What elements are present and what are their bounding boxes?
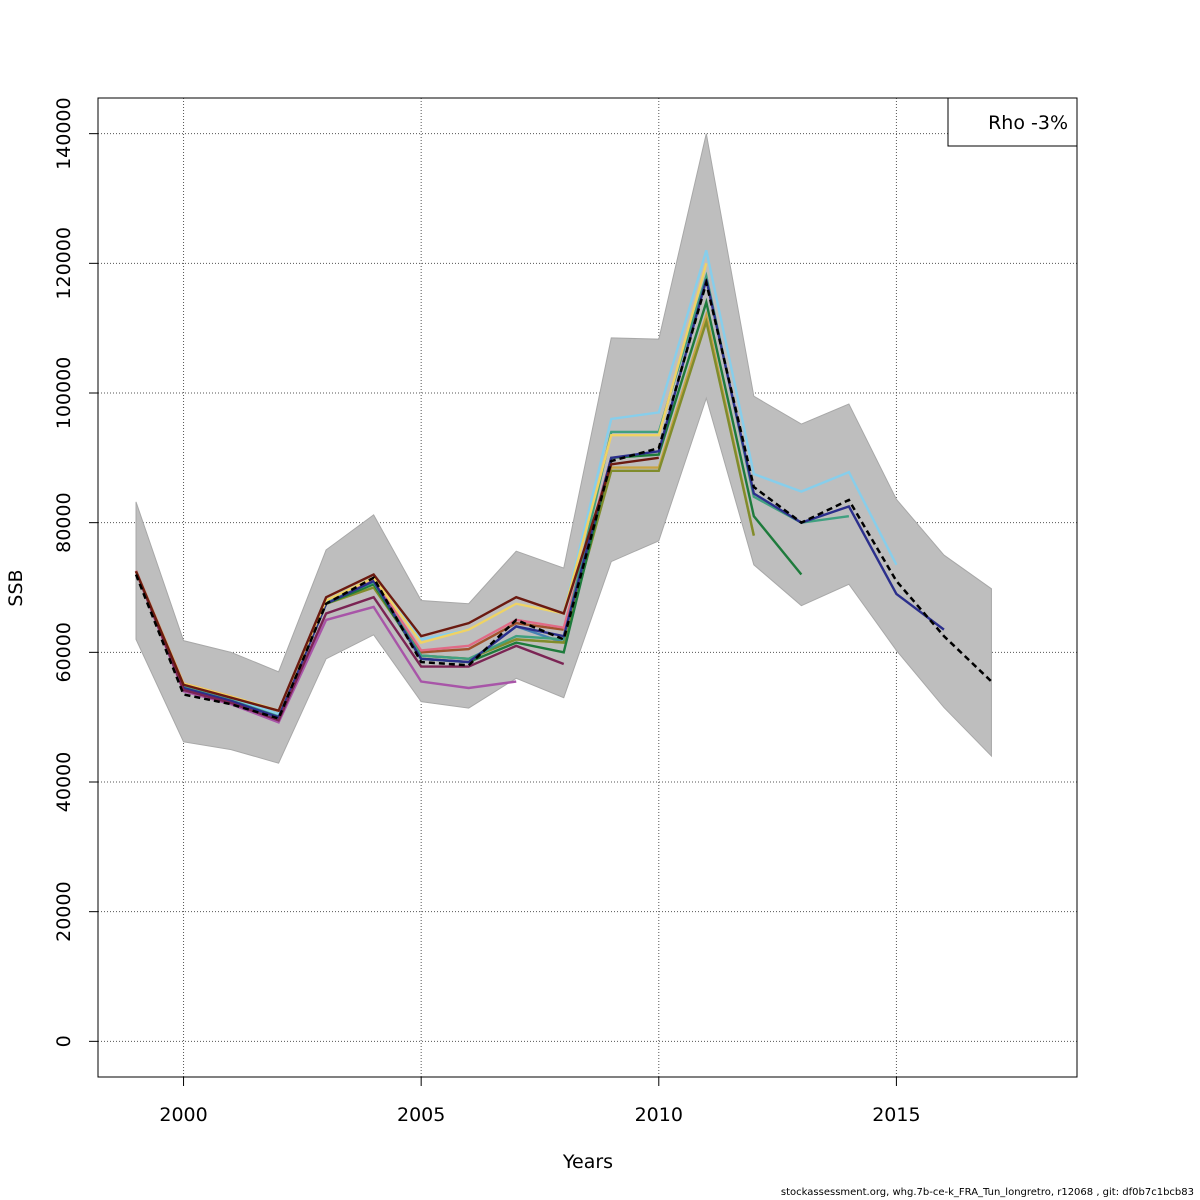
series-lines [134, 250, 993, 724]
y-tick-label: 0 [53, 1035, 75, 1047]
x-axis-label: Years [562, 1151, 613, 1173]
legend-frame [947, 97, 1078, 147]
x-tick-label: 2015 [872, 1104, 920, 1126]
x-tick-label: 2010 [635, 1104, 683, 1126]
series-line-peel-11 [134, 570, 565, 722]
x-tick-label: 2005 [397, 1104, 445, 1126]
legend-rho-text: Rho -3% [988, 112, 1068, 134]
y-tick-label: 20000 [53, 881, 75, 941]
series-line-peel-12 [134, 263, 708, 713]
y-tick-label: 100000 [53, 357, 75, 430]
ci-band-polygon [135, 133, 992, 764]
y-tick-label: 60000 [53, 622, 75, 682]
y-tick-label: 120000 [53, 227, 75, 300]
y-tick-label: 40000 [53, 752, 75, 812]
series-line-base [134, 277, 993, 720]
confidence-band [135, 133, 992, 764]
y-tick-label: 140000 [53, 97, 75, 170]
series-line-peel-13 [134, 456, 659, 713]
footer-source-note: stockassessment.org, whg.7b-ce-k_FRA_Tun… [780, 1187, 1194, 1198]
legend-box: Rho -3% [947, 97, 1078, 147]
y-axis-label: SSB [5, 569, 27, 606]
plot-frame [97, 97, 1078, 1078]
y-axis-ticks: 0 20000 40000 60000 80000 100000 120000 140000 [53, 97, 98, 1047]
y-tick-label: 80000 [53, 492, 75, 552]
x-tick-label: 2000 [159, 1104, 207, 1126]
series-line-peel-10 [134, 570, 517, 724]
x-axis-ticks: 2000 2005 2010 2015 [159, 1077, 921, 1126]
